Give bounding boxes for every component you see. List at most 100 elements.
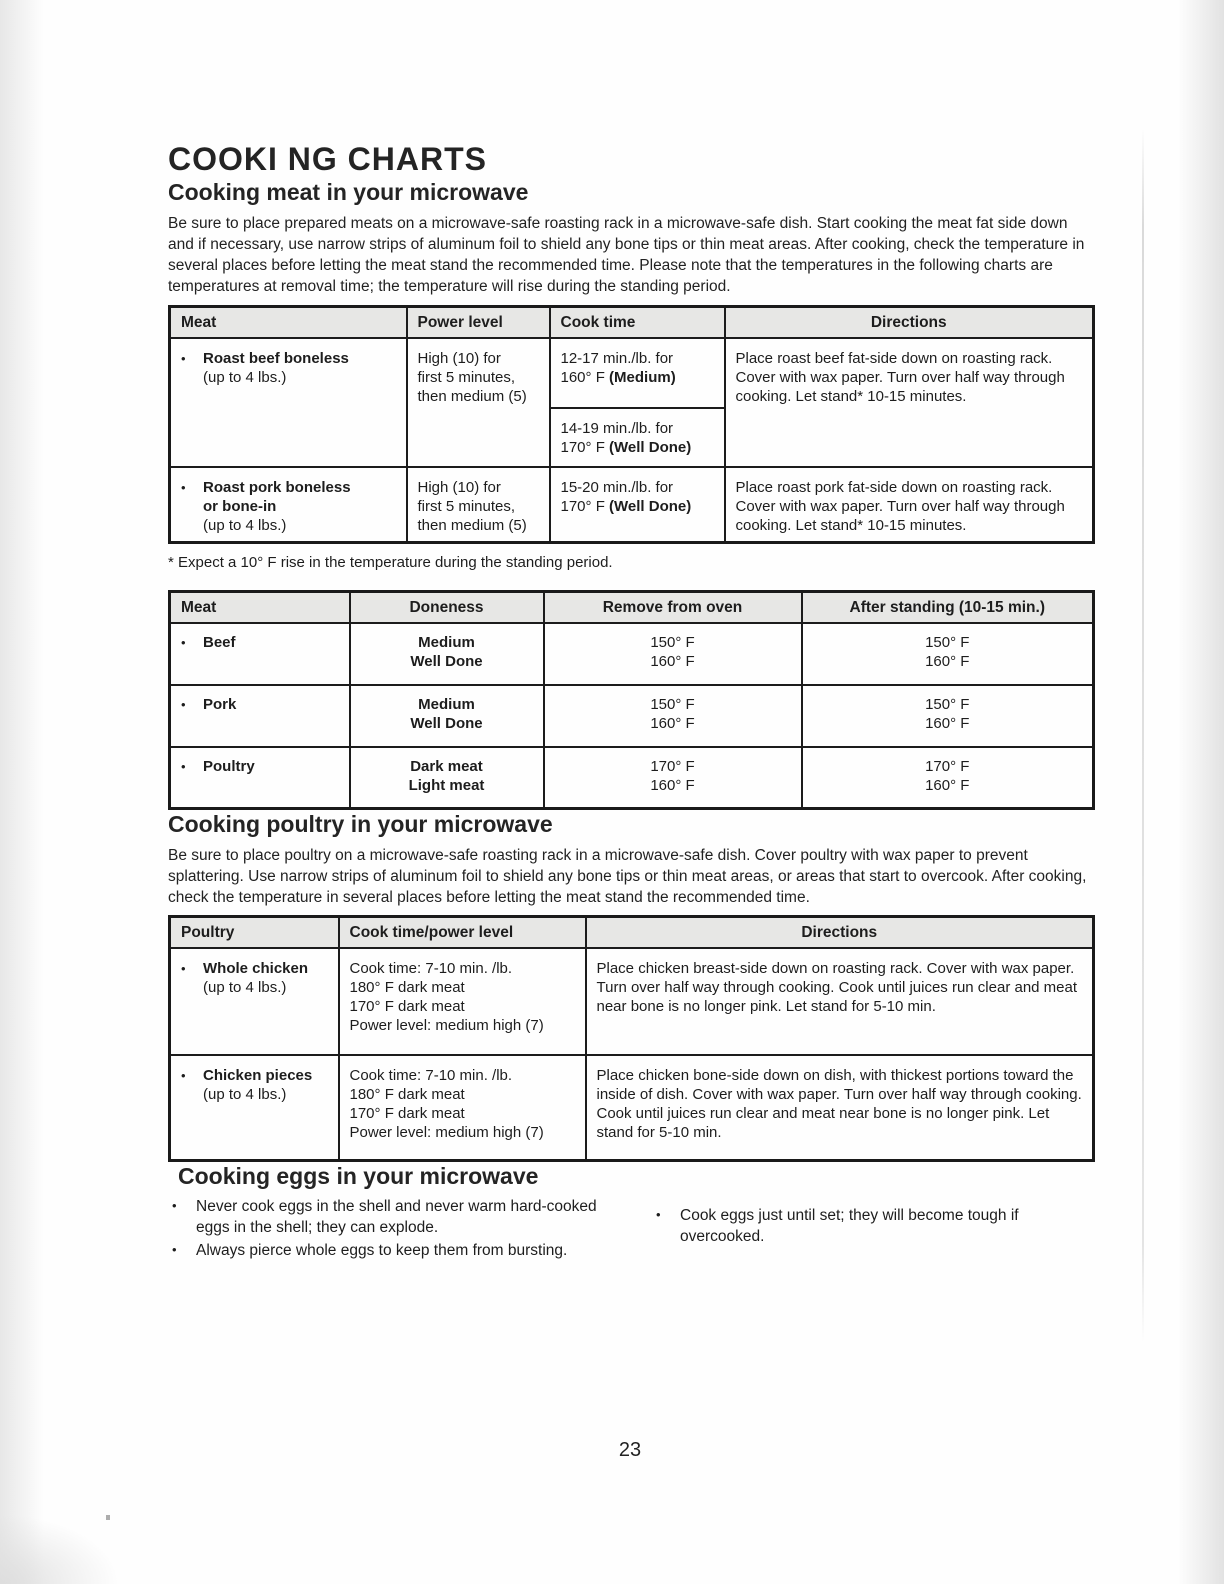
meat-size-note: (up to 4 lbs.) bbox=[203, 368, 287, 386]
doneness-cell: Medium Well Done bbox=[348, 683, 545, 748]
page-title: COOKI NG CHARTS bbox=[168, 141, 487, 177]
cook-temp: 170° F bbox=[560, 438, 610, 456]
temp-value: 160° F bbox=[925, 714, 970, 732]
cook-time-power-cell: Cook time: 7-10 min. /lb. 180° F dark me… bbox=[337, 946, 587, 1056]
eggs-tips: • Never cook eggs in the shell and never… bbox=[168, 1196, 1092, 1263]
column-header-cook-time-power-level: Cook time/power level bbox=[337, 915, 587, 949]
table-row-poultry: • Poultry Dark meat Light meat 170° F 160… bbox=[168, 745, 1095, 810]
table-row-pork: • Pork Medium Well Done 150° F 160° F 150… bbox=[168, 683, 1095, 748]
power-level-line: first 5 minutes, bbox=[417, 497, 516, 515]
scan-fold-line bbox=[1142, 128, 1144, 1343]
meat-name-cell: • Pork bbox=[168, 683, 351, 748]
meat-name-cell: • Roast beef boneless (up to 4 lbs.) bbox=[168, 336, 408, 468]
page-content: COOKI NG CHARTS Cooking meat in your mic… bbox=[168, 140, 1095, 1462]
cook-time-line: 170° F (Well Done) bbox=[561, 438, 714, 457]
bullet-icon: • bbox=[172, 1242, 177, 1257]
remove-temp-cell: 150° F 160° F bbox=[542, 683, 803, 748]
list-item: • Cook eggs just until set; they will be… bbox=[652, 1205, 1092, 1247]
doneness-table: Meat Doneness Remove from oven After sta… bbox=[168, 590, 1095, 810]
meat-name: Beef bbox=[203, 633, 236, 651]
bullet-icon: • bbox=[172, 1198, 177, 1213]
doneness-cell: Dark meat Light meat bbox=[348, 745, 545, 810]
meat-name: or bone-in bbox=[203, 497, 277, 515]
scan-speck bbox=[106, 1515, 110, 1520]
list-item: • Never cook eggs in the shell and never… bbox=[168, 1196, 638, 1238]
poultry-intro-paragraph: Be sure to place poultry on a microwave-… bbox=[168, 847, 1087, 906]
section-heading-meat: Cooking meat in your microwave bbox=[168, 179, 529, 205]
column-header-meat: Meat bbox=[168, 590, 351, 624]
table-row-roast-beef: • Roast beef boneless (up to 4 lbs.) Hig… bbox=[168, 336, 1095, 468]
table-row-chicken-pieces: • Chicken pieces (up to 4 lbs.) Cook tim… bbox=[168, 1053, 1095, 1162]
power-level-line: then medium (5) bbox=[417, 387, 527, 405]
power-level-cell: High (10) for first 5 minutes, then medi… bbox=[405, 336, 551, 468]
cook-info-line: Power level: medium high (7) bbox=[349, 1016, 544, 1034]
table-row-beef: • Beef Medium Well Done 150° F 160° F 150… bbox=[168, 621, 1095, 686]
remove-temp-cell: 170° F 160° F bbox=[542, 745, 803, 810]
doneness-label: Well Done bbox=[410, 652, 483, 670]
after-standing-cell: 150° F 160° F bbox=[800, 621, 1095, 686]
cook-info-line: 170° F dark meat bbox=[349, 997, 465, 1015]
power-level-line: first 5 minutes, bbox=[417, 368, 516, 386]
remove-temp-cell: 150° F 160° F bbox=[542, 621, 803, 686]
cook-time-power-cell: Cook time: 7-10 min. /lb. 180° F dark me… bbox=[337, 1053, 587, 1162]
table-row-roast-beef-welldone: 14-19 min./lb. for 170° F (Well Done) bbox=[170, 406, 1094, 468]
doneness-label: Medium bbox=[418, 633, 475, 651]
temperature-footnote: * Expect a 10° F rise in the temperature… bbox=[168, 554, 613, 571]
bullet-icon: • bbox=[181, 960, 186, 976]
eggs-tips-left-column: • Never cook eggs in the shell and never… bbox=[168, 1196, 638, 1263]
cook-time-cell: 12-17 min./lb. for 160° F (Medium) bbox=[548, 336, 726, 409]
power-level-line: High (10) for bbox=[417, 349, 501, 367]
cook-time-cell: 15-20 min./lb. for 170° F (Well Done) bbox=[548, 465, 726, 544]
temp-value: 170° F bbox=[650, 757, 695, 775]
column-header-after-standing: After standing (10-15 min.) bbox=[800, 590, 1095, 624]
cook-time-line: 12-17 min./lb. for bbox=[560, 349, 674, 367]
list-item: • Always pierce whole eggs to keep them … bbox=[168, 1240, 638, 1261]
power-level-cell: High (10) for first 5 minutes, then medi… bbox=[405, 465, 551, 544]
cook-info-line: 170° F dark meat bbox=[349, 1104, 465, 1122]
temp-value: 150° F bbox=[650, 633, 695, 651]
poultry-name: Whole chicken bbox=[203, 959, 309, 977]
temp-value: 160° F bbox=[925, 652, 970, 670]
bullet-icon: • bbox=[181, 634, 186, 650]
doneness-cell: Medium Well Done bbox=[348, 621, 545, 686]
bullet-icon: • bbox=[656, 1207, 661, 1222]
cook-temp: 160° F bbox=[560, 368, 610, 386]
temp-value: 160° F bbox=[650, 652, 695, 670]
table-header-row: Poultry Cook time/power level Directions bbox=[168, 915, 1095, 949]
column-header-directions: Directions bbox=[584, 915, 1095, 949]
egg-tip-text: Cook eggs just until set; they will beco… bbox=[680, 1207, 1019, 1245]
bullet-icon: • bbox=[181, 1067, 186, 1083]
bullet-icon: • bbox=[181, 479, 186, 495]
bullet-icon: • bbox=[181, 758, 186, 774]
cook-info-line: Power level: medium high (7) bbox=[349, 1123, 544, 1141]
doneness-label: (Well Done) bbox=[609, 497, 692, 515]
meat-name-cell: • Beef bbox=[168, 621, 351, 686]
eggs-tips-right-column: • Cook eggs just until set; they will be… bbox=[652, 1196, 1092, 1263]
temp-value: 160° F bbox=[925, 776, 970, 794]
meat-size-note: (up to 4 lbs.) bbox=[203, 516, 287, 534]
table-header-row: Meat Doneness Remove from oven After sta… bbox=[168, 590, 1095, 624]
doneness-label: (Well Done) bbox=[609, 438, 692, 456]
cook-temp: 170° F bbox=[560, 497, 610, 515]
page-corner-shadow bbox=[0, 1514, 120, 1584]
cook-time-cell: 14-19 min./lb. for 170° F (Well Done) bbox=[548, 406, 726, 468]
column-header-power-level: Power level bbox=[405, 305, 551, 339]
after-standing-cell: 170° F 160° F bbox=[800, 745, 1095, 810]
cook-time-line: 15-20 min./lb. for bbox=[560, 478, 674, 496]
directions-cell: Place roast beef fat-side down on roasti… bbox=[723, 336, 1095, 468]
page-edge-shading-right bbox=[1178, 0, 1224, 1584]
cook-time-line: 14-19 min./lb. for bbox=[560, 419, 674, 437]
cook-time-line: 170° F (Well Done) bbox=[561, 497, 714, 516]
doneness-label: Well Done bbox=[410, 714, 483, 732]
temp-value: 150° F bbox=[650, 695, 695, 713]
section-heading-poultry: Cooking poultry in your microwave bbox=[168, 811, 553, 837]
column-header-directions: Directions bbox=[723, 305, 1095, 339]
cook-info-line: Cook time: 7-10 min. /lb. bbox=[349, 959, 513, 977]
meat-cooking-table: Meat Power level Cook time Directions • … bbox=[168, 305, 1095, 544]
column-header-meat: Meat bbox=[168, 305, 408, 339]
poultry-size-note: (up to 4 lbs.) bbox=[203, 978, 287, 996]
doneness-label: Medium bbox=[418, 695, 475, 713]
temp-value: 160° F bbox=[650, 776, 695, 794]
poultry-name-cell: • Chicken pieces (up to 4 lbs.) bbox=[168, 1053, 340, 1162]
